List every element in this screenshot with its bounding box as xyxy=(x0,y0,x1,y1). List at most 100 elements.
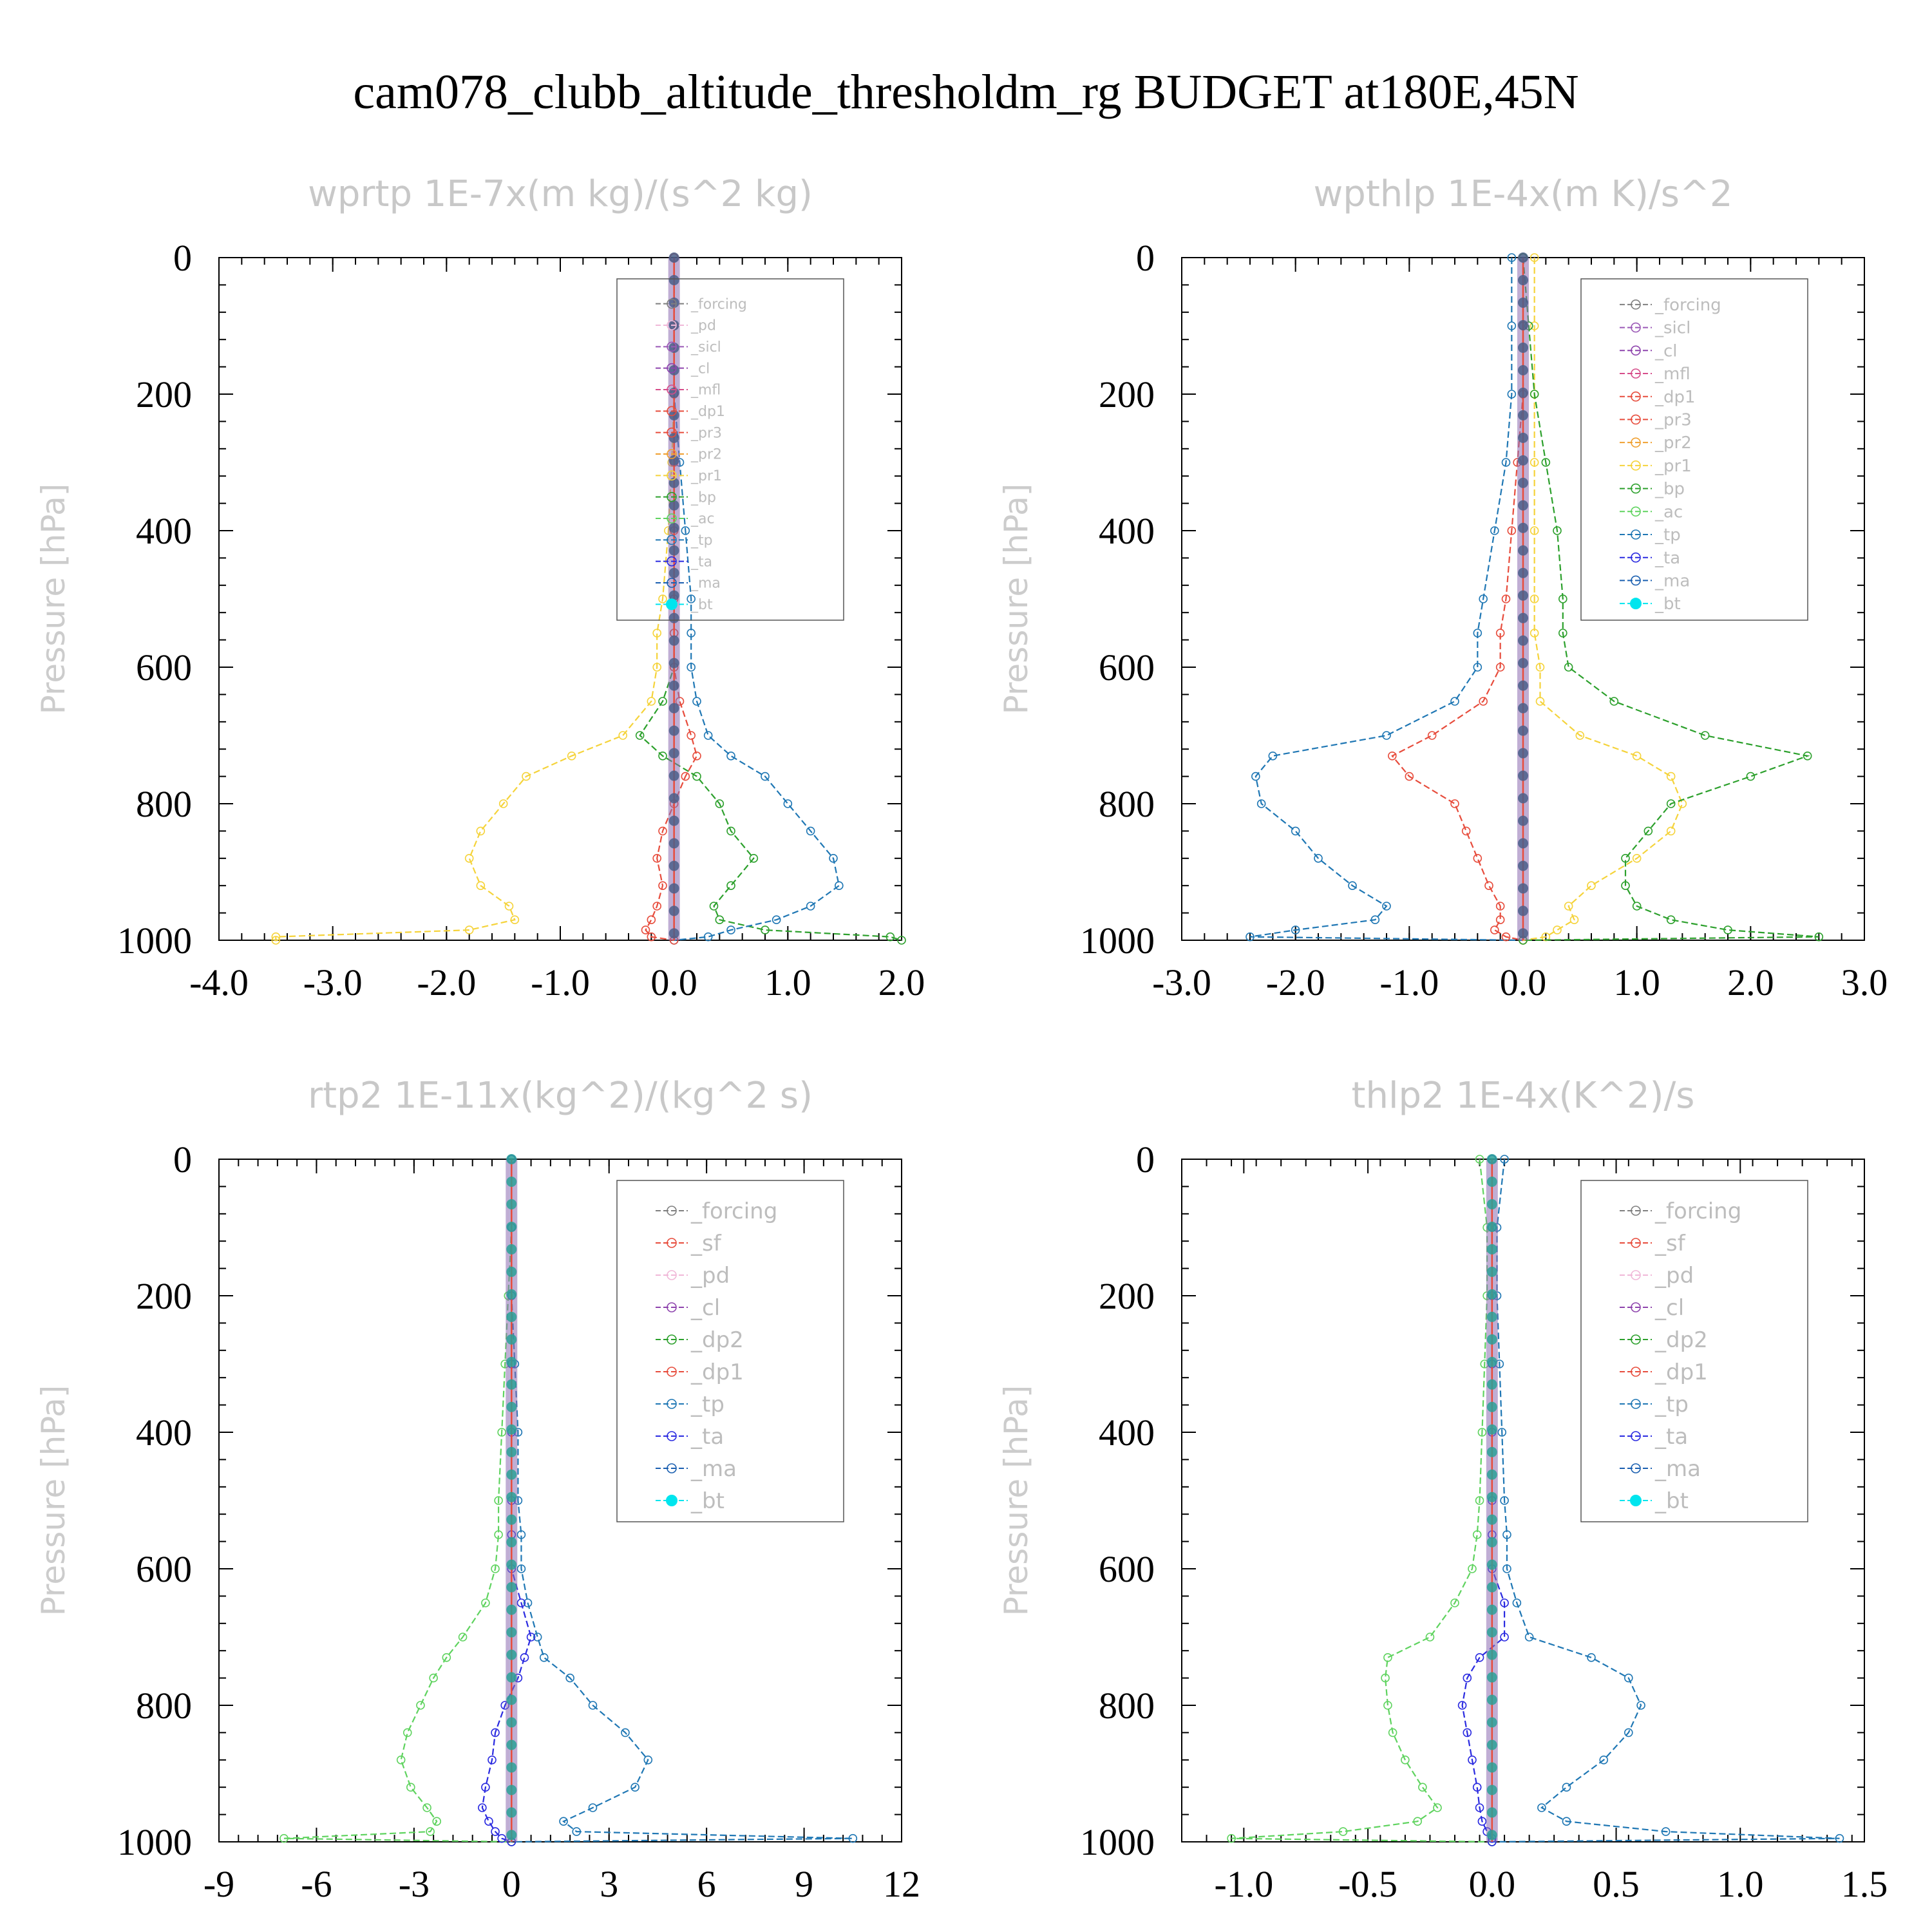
point-forcing xyxy=(1486,1694,1497,1705)
panel-title: wpthlp 1E-4x(m K)/s^2 xyxy=(1313,173,1732,215)
legend-entry: _cl xyxy=(690,361,710,377)
point-pr1 xyxy=(647,697,656,706)
point-tp xyxy=(559,1817,568,1826)
legend-entry: _ta xyxy=(1654,1424,1688,1450)
legend-marker xyxy=(1631,437,1641,448)
point-forcing xyxy=(1518,680,1528,691)
legend-entry: _ma xyxy=(690,576,721,592)
plot-frame xyxy=(218,1159,902,1842)
point-forcing xyxy=(1486,1785,1497,1795)
point-pr3 xyxy=(652,902,661,911)
point-pr1 xyxy=(1666,772,1676,781)
legend-marker xyxy=(1631,483,1641,494)
point-tp xyxy=(533,1633,542,1642)
point-tp xyxy=(1256,799,1266,808)
legend-marker xyxy=(667,363,677,374)
point-pr1 xyxy=(1530,321,1539,330)
legend-entry: _pr1 xyxy=(1654,457,1692,476)
point-pr3 xyxy=(1490,925,1499,934)
point-bp xyxy=(1609,697,1619,706)
x-tick-label: 6 xyxy=(697,1863,716,1905)
legend-entry: _dp1 xyxy=(1654,1359,1708,1385)
legend-marker xyxy=(667,341,677,352)
point-ta xyxy=(1463,1728,1472,1738)
legend-marker xyxy=(667,513,677,524)
point-tp xyxy=(1507,321,1517,330)
point-ta xyxy=(1500,1633,1509,1642)
legend-marker xyxy=(667,449,677,459)
point-forcing xyxy=(1518,612,1528,623)
point-tp xyxy=(643,1756,653,1765)
y-tick-label: 400 xyxy=(136,510,192,552)
legend-entry: _ac xyxy=(1654,502,1683,522)
point-forcing xyxy=(668,883,679,894)
point-forcing xyxy=(668,793,679,804)
point-tp xyxy=(1507,390,1517,399)
legend-marker xyxy=(1631,460,1641,471)
point-ac xyxy=(1475,1496,1484,1505)
legend-marker xyxy=(1630,1495,1642,1506)
point-pr1 xyxy=(652,663,661,672)
point-ac xyxy=(1413,1817,1422,1826)
point-forcing xyxy=(506,1401,517,1412)
point-tp xyxy=(1512,1598,1522,1607)
point-forcing xyxy=(506,1672,517,1683)
point-ac xyxy=(494,1496,503,1505)
point-ac xyxy=(402,1728,412,1738)
point-tp xyxy=(1268,752,1278,761)
point-forcing xyxy=(506,1244,517,1255)
legend-marker xyxy=(667,427,677,438)
legend-entry: _ma xyxy=(1654,572,1690,591)
legend-entry: _forcing xyxy=(690,1198,777,1224)
legend-entry: _pd xyxy=(690,1263,730,1289)
point-ta xyxy=(491,1827,500,1836)
point-forcing xyxy=(1486,1446,1497,1457)
point-forcing xyxy=(1518,860,1528,871)
point-forcing xyxy=(1518,500,1528,511)
point-pr1 xyxy=(1535,697,1545,706)
point-forcing xyxy=(506,1446,517,1457)
point-forcing xyxy=(1518,477,1528,488)
point-forcing xyxy=(1518,703,1528,714)
point-pr1 xyxy=(464,854,474,863)
point-tp xyxy=(829,854,838,863)
point-tp xyxy=(1661,1827,1671,1836)
point-ta xyxy=(1475,1653,1484,1662)
legend-entry: _dp2 xyxy=(1654,1327,1708,1353)
series-group xyxy=(279,1154,858,1846)
point-tp xyxy=(1502,1564,1511,1573)
point-ta xyxy=(1468,1756,1477,1765)
point-tp xyxy=(687,663,696,672)
legend-entry: _pr2 xyxy=(1654,433,1692,453)
legend-marker xyxy=(1631,1367,1641,1377)
legend-marker xyxy=(1631,1270,1641,1280)
point-tp xyxy=(1479,594,1488,603)
series-group xyxy=(271,252,906,945)
legend-marker xyxy=(667,406,677,417)
x-tick-label: -2.0 xyxy=(417,961,476,1003)
y-tick-label: 800 xyxy=(1099,783,1155,825)
point-pr1 xyxy=(510,915,520,924)
point-forcing xyxy=(506,1807,517,1818)
point-forcing xyxy=(1518,455,1528,466)
legend-marker xyxy=(1631,368,1641,379)
y-tick-label: 600 xyxy=(1099,1548,1155,1590)
point-forcing xyxy=(506,1469,517,1480)
point-tp xyxy=(1501,458,1511,467)
point-tp xyxy=(565,1673,574,1683)
legend-entry: _forcing xyxy=(1654,1198,1741,1224)
point-forcing xyxy=(668,365,679,375)
point-pr1 xyxy=(1535,663,1545,672)
legend-marker xyxy=(667,1334,677,1345)
legend-marker xyxy=(1631,506,1641,517)
legend-entry: _pd xyxy=(1654,1263,1694,1289)
legend-entry: _ma xyxy=(690,1456,737,1482)
point-tp xyxy=(1636,1701,1645,1710)
legend: _forcing _sf _pd _cl _dp2 _dp1 _tp _ta _ma _bt xyxy=(616,1180,844,1522)
y-axis-label: Pressure [hPa] xyxy=(998,1385,1035,1616)
point-pr1 xyxy=(1530,629,1539,638)
y-tick-label: 800 xyxy=(136,1685,192,1727)
point-tp xyxy=(1562,1783,1571,1792)
point-tp xyxy=(692,697,701,706)
point-forcing xyxy=(1486,1266,1497,1277)
